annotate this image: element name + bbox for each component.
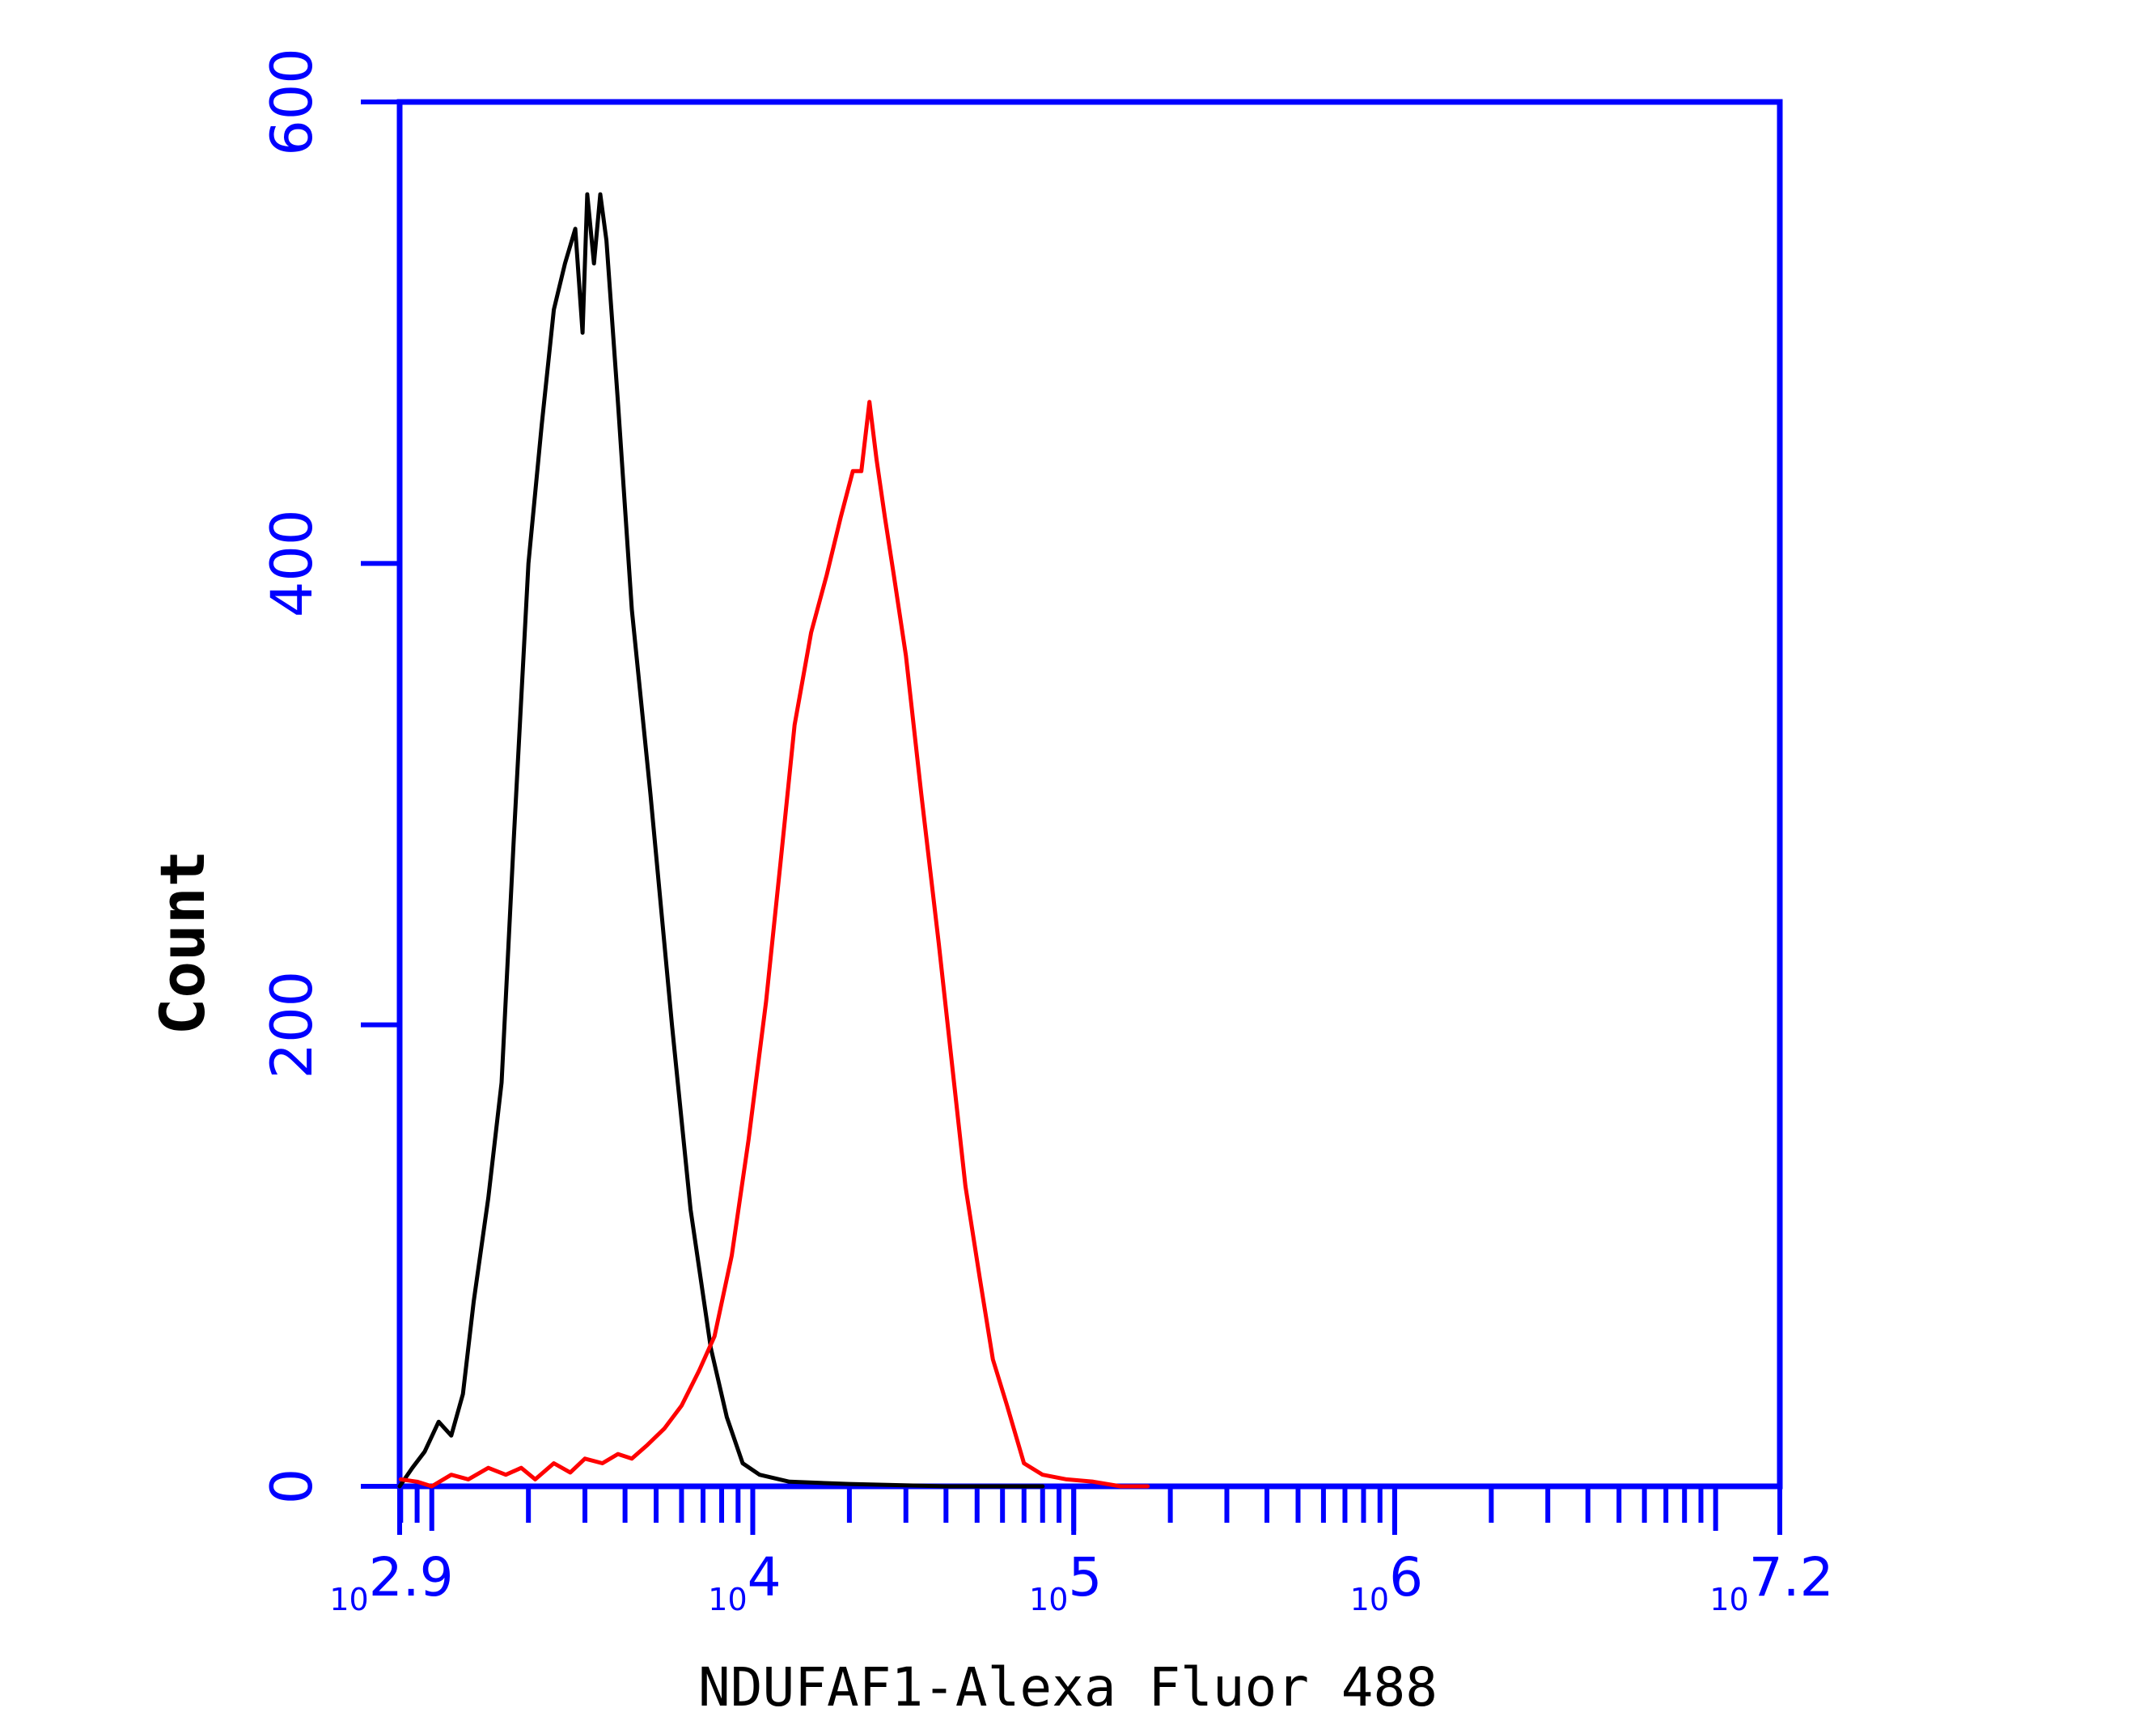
x-tick-exponent: 5 [1068,1546,1102,1608]
x-tick-base: 10 [708,1582,747,1617]
series-line-2 [398,400,1150,1489]
y-tick-label: 0 [259,1469,325,1505]
plot-frame [396,99,1783,1490]
x-tick-base: 10 [1029,1582,1068,1617]
x-tick-label: 105 [1029,1546,1102,1617]
x-axis-title: NDUFAF1-Alexa Fluor 488 [698,1656,1438,1719]
x-tick-label: 104 [708,1546,781,1617]
y-tick-label: 400 [259,510,325,618]
x-tick-exponent: 4 [748,1546,781,1608]
x-tick-exponent: 7.2 [1749,1546,1834,1608]
x-tick-exponent: 6 [1389,1546,1423,1608]
y-tick-label: 600 [259,48,325,156]
plot-border [396,99,1783,1490]
x-tick-base: 10 [329,1582,368,1617]
y-axis: 0 200 400 600 [259,48,400,1504]
series-line-1 [397,192,1045,1489]
x-tick-base: 10 [1350,1582,1389,1617]
x-tick-label: 107.2 [1709,1546,1833,1617]
x-tick-label: 102.9 [329,1546,453,1617]
y-axis-title: Count [146,850,218,1036]
x-axis: 102.9 104 105 106 107.2 [329,1486,1834,1617]
x-tick-base: 10 [1709,1582,1748,1617]
x-tick-exponent: 2.9 [369,1546,454,1608]
y-tick-label: 200 [259,971,325,1079]
x-tick-label: 106 [1350,1546,1423,1617]
series-layer [397,192,1150,1489]
